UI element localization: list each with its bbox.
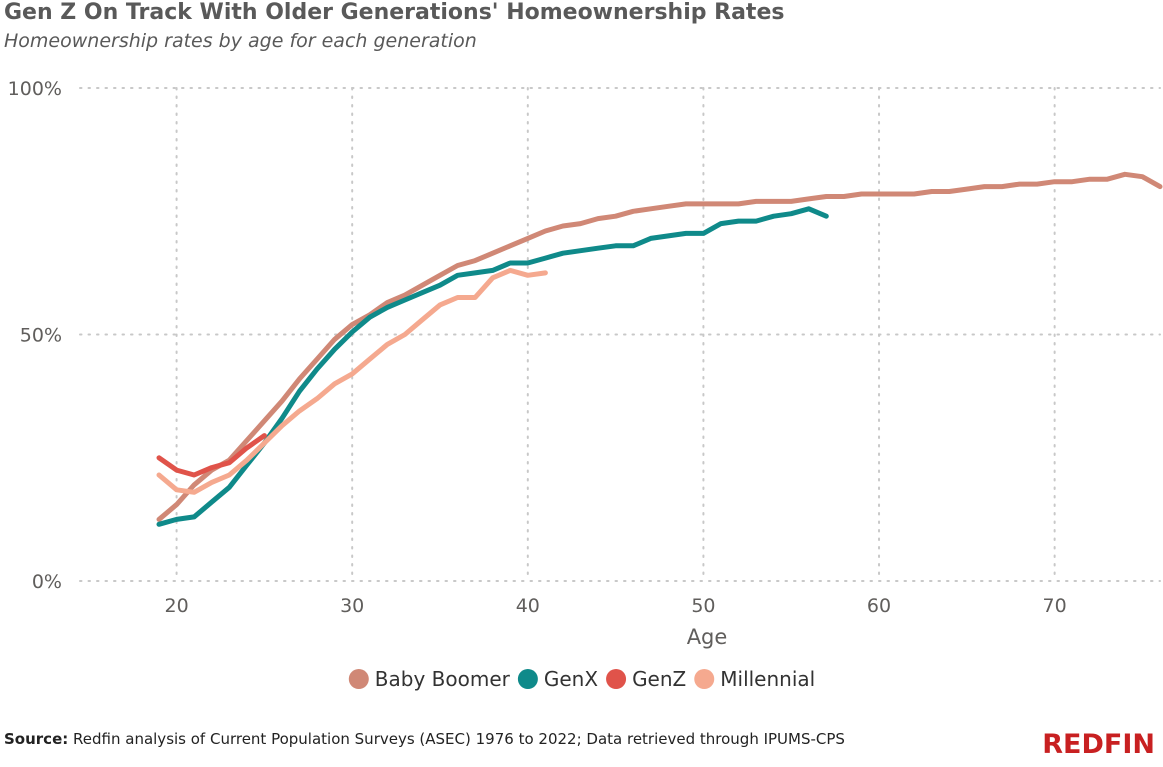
y-axis: 0% 50% 100% bbox=[8, 78, 62, 593]
series-line-baby-boomer bbox=[156, 171, 1163, 522]
legend-marker bbox=[606, 669, 627, 689]
series-line-genz bbox=[156, 433, 267, 478]
source-note: Source: Redfin analysis of Current Popul… bbox=[4, 730, 845, 748]
legend-marker bbox=[517, 669, 538, 689]
legend: Baby Boomer GenX GenZ Millennial bbox=[348, 667, 815, 691]
legend-item-millennial: Millennial bbox=[694, 667, 815, 691]
legend-item-baby-boomer: Baby Boomer bbox=[348, 667, 511, 691]
x-axis-label: Age bbox=[687, 625, 728, 649]
x-tick-label: 60 bbox=[867, 595, 891, 617]
x-tick-label: 20 bbox=[164, 595, 188, 617]
source-label: Source: bbox=[4, 730, 69, 748]
y-tick-label: 50% bbox=[20, 325, 62, 347]
line-chart: 0% 50% 100% 20 30 40 50 60 70 Age Baby Boomer Ge… bbox=[8, 78, 1163, 691]
x-tick-label: 70 bbox=[1043, 595, 1067, 617]
x-tick-label: 40 bbox=[516, 595, 540, 617]
x-tick-label: 50 bbox=[691, 595, 715, 617]
series-line-genx bbox=[156, 206, 829, 527]
legend-label: GenX bbox=[544, 667, 598, 691]
series-line-millennial bbox=[156, 267, 548, 495]
legend-marker bbox=[348, 669, 369, 689]
legend-label: Millennial bbox=[720, 667, 815, 691]
y-tick-label: 0% bbox=[32, 571, 62, 593]
legend-label: GenZ bbox=[632, 667, 686, 691]
series-lines bbox=[156, 171, 1163, 527]
legend-marker bbox=[694, 669, 715, 689]
chart-subtitle: Homeownership rates by age for each gene… bbox=[4, 30, 477, 52]
redfin-logo: REDFIN bbox=[1042, 729, 1155, 760]
x-axis: 20 30 40 50 60 70 bbox=[164, 595, 1066, 617]
legend-item-genz: GenZ bbox=[606, 667, 686, 691]
legend-label: Baby Boomer bbox=[375, 667, 511, 691]
source-text: Redfin analysis of Current Population Su… bbox=[73, 730, 845, 748]
y-tick-label: 100% bbox=[8, 78, 62, 100]
x-tick-label: 30 bbox=[340, 595, 364, 617]
chart-title: Gen Z On Track With Older Generations' H… bbox=[4, 0, 785, 25]
legend-item-genx: GenX bbox=[517, 667, 598, 691]
grid-lines bbox=[79, 87, 1161, 582]
